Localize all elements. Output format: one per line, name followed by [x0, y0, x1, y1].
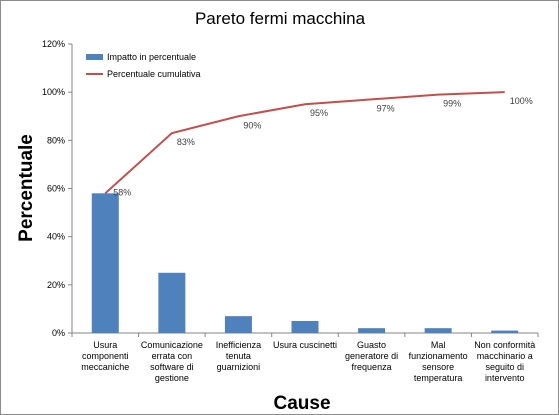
bar — [91, 193, 119, 333]
data-label: 100% — [510, 96, 533, 106]
y-tick-label: 40% — [47, 232, 65, 242]
data-label: 95% — [310, 108, 328, 118]
y-tick-label: 100% — [42, 87, 65, 97]
y-axis-label: Percentuale — [16, 134, 37, 242]
y-tick-label: 0% — [52, 328, 65, 338]
y-tick-label: 60% — [47, 184, 65, 194]
bar — [158, 272, 186, 333]
legend-label-bar: Impatto in percentuale — [107, 52, 196, 62]
bar — [491, 330, 519, 333]
data-label: 97% — [377, 103, 395, 113]
category-label: Usura componenti meccaniche — [81, 340, 129, 372]
x-axis-label: Cause — [273, 393, 330, 414]
data-label: 90% — [243, 120, 261, 130]
category-label: Guasto generatore di frequenza — [345, 340, 398, 372]
category-label: Non conformità macchinario a seguito di int… — [474, 340, 535, 383]
y-tick-label: 20% — [47, 280, 65, 290]
category-label: Comunicazione errata con software di gestio… — [141, 340, 203, 383]
bar — [424, 328, 452, 333]
data-label: 58% — [113, 187, 131, 197]
y-tick-label: 80% — [47, 135, 65, 145]
legend-label-line: Percentuale cumulativa — [107, 69, 201, 79]
bar — [224, 316, 252, 333]
y-tick-label: 120% — [42, 39, 65, 49]
data-label: 83% — [177, 137, 195, 147]
bar — [291, 320, 319, 333]
category-label: Usura cuscinetti — [273, 340, 337, 350]
legend-swatch-bar — [86, 54, 103, 60]
category-label: Inefficienza tenuta guarnizioni — [216, 340, 261, 372]
category-label: Mal funzionamento sensore temperatura — [409, 340, 468, 383]
chart-title: Pareto fermi macchina — [195, 9, 366, 28]
data-label: 99% — [443, 99, 461, 109]
bar — [358, 328, 386, 333]
cumulative-line — [104, 91, 505, 195]
